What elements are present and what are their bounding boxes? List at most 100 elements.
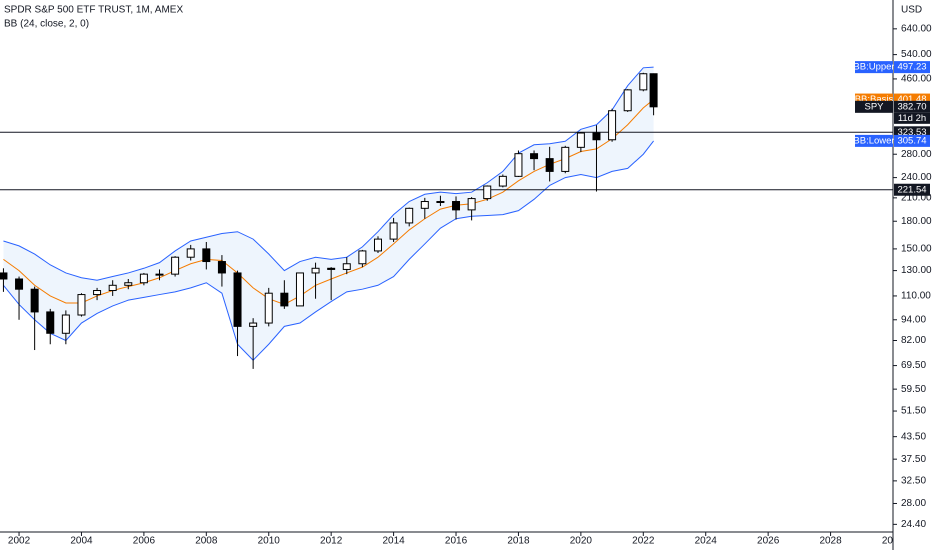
tag-name: BB:Upper — [853, 62, 894, 73]
candle-body — [280, 292, 289, 307]
tag-name: BB:Basis — [855, 94, 894, 105]
candle-body — [217, 261, 226, 274]
bb-line — [3, 66, 654, 281]
x-tick-label: 2002 — [8, 536, 31, 547]
x-tick-label: 2006 — [133, 536, 156, 547]
x-tick-label: 2008 — [195, 536, 218, 547]
y-tick-label: 82.00 — [901, 335, 926, 346]
countdown: 11d 2h — [898, 113, 926, 124]
x-tick-label: 2020 — [570, 536, 593, 547]
candle-body — [649, 73, 658, 108]
candle-body — [155, 273, 164, 276]
candle-body — [186, 248, 195, 258]
candle-body — [373, 238, 382, 252]
candle-body — [514, 153, 523, 177]
candle-body — [561, 146, 570, 172]
candle-body — [483, 185, 492, 200]
candle-body — [171, 256, 180, 275]
x-tick-label: 2026 — [757, 536, 780, 547]
candle-body — [124, 282, 133, 286]
candle-body — [576, 132, 585, 148]
x-tick-label: 2022 — [632, 536, 655, 547]
tag-name-box — [855, 134, 893, 147]
x-tick-label: 2016 — [445, 536, 468, 547]
candle-body — [233, 272, 242, 327]
y-tick-label: 460.00 — [901, 74, 932, 85]
currency: USD — [901, 5, 922, 16]
tag-value-box — [894, 100, 930, 113]
tag-value: 305.74 — [897, 135, 926, 146]
y-tick-label: 210.00 — [901, 192, 932, 203]
x-tick-label: 2004 — [70, 536, 93, 547]
y-tick-label: 43.50 — [901, 431, 926, 442]
candle-body — [452, 201, 461, 211]
candle-body — [342, 263, 351, 270]
tag-value: 401.48 — [897, 94, 926, 105]
indicator-legend: BB (24, close, 2, 0) — [4, 19, 89, 30]
tag-value: 323.53 — [897, 127, 926, 138]
candle-body — [436, 201, 445, 204]
price-tags: 323.53 221.54 BB:Upper 497.23 BB:Basis 401.48… — [853, 61, 930, 196]
plot-area — [0, 66, 893, 369]
candle-body — [30, 288, 39, 313]
y-tick-label: 130.00 — [901, 265, 932, 276]
y-tick-label: 28.00 — [901, 498, 926, 509]
tag-name-box — [855, 61, 893, 74]
candle-body — [327, 267, 336, 270]
y-tick-label: 240.00 — [901, 172, 932, 183]
candle-body — [15, 278, 24, 290]
x-tick-label: 2018 — [507, 536, 530, 547]
tag-name-box — [855, 100, 893, 113]
y-tick-label: 150.00 — [901, 244, 932, 255]
tag-value: 221.54 — [897, 184, 926, 195]
y-tick-label: 37.50 — [901, 454, 926, 465]
tag-name: BB:Lower — [853, 135, 894, 146]
y-tick-label: 59.50 — [901, 384, 926, 395]
y-tick-label: 24.40 — [901, 519, 926, 530]
x-tick-label: 2028 — [819, 536, 842, 547]
candle-body — [311, 267, 320, 274]
x-tick-label: 2010 — [258, 536, 281, 547]
y-tick-label: 32.50 — [901, 476, 926, 487]
y-tick-label: 51.50 — [901, 406, 926, 417]
candle-body — [61, 314, 70, 334]
candle-body — [249, 322, 258, 327]
candle-body — [264, 292, 273, 324]
candle-body — [405, 207, 414, 224]
candle-body — [545, 158, 554, 172]
candle-body — [498, 175, 507, 187]
candle-body — [46, 311, 55, 334]
candle-body — [389, 222, 398, 240]
candle-body — [77, 294, 86, 316]
y-tick-label: 94.00 — [901, 314, 926, 325]
candle-body — [467, 198, 476, 211]
candle-body — [530, 153, 539, 160]
candle-body — [608, 110, 617, 141]
candle-body — [358, 250, 367, 265]
y-tick-label: 280.00 — [901, 149, 932, 160]
candle-body — [108, 284, 117, 292]
y-tick-label: 69.50 — [901, 360, 926, 371]
candle-body — [592, 132, 601, 141]
x-tick-label: 2014 — [382, 536, 405, 547]
tag-value-box — [894, 134, 930, 147]
candle-body — [623, 89, 632, 112]
candle-body — [639, 73, 648, 91]
x-tick-label: 2012 — [320, 536, 343, 547]
chart-title: SPDR S&P 500 ETF TRUST, 1M, AMEX — [4, 5, 183, 16]
y-tick-label: 640.00 — [901, 23, 932, 34]
tag-value: 382.70 — [897, 101, 926, 112]
y-tick-label: 110.00 — [901, 291, 931, 302]
candle-body — [0, 272, 8, 280]
candle-body — [139, 273, 148, 284]
x-tick-label: 2024 — [695, 536, 718, 547]
candle-body — [420, 201, 429, 209]
candle-body — [295, 272, 304, 307]
y-tick-label: 540.00 — [901, 49, 932, 60]
candle-body — [202, 248, 211, 263]
tag-name: SPY — [864, 101, 884, 112]
y-axis: 640.00 540.00 460.00 280.00 240.00 210.00 180.… — [893, 23, 932, 530]
price-axis-bg — [893, 0, 932, 550]
tag-value-box — [894, 183, 930, 196]
